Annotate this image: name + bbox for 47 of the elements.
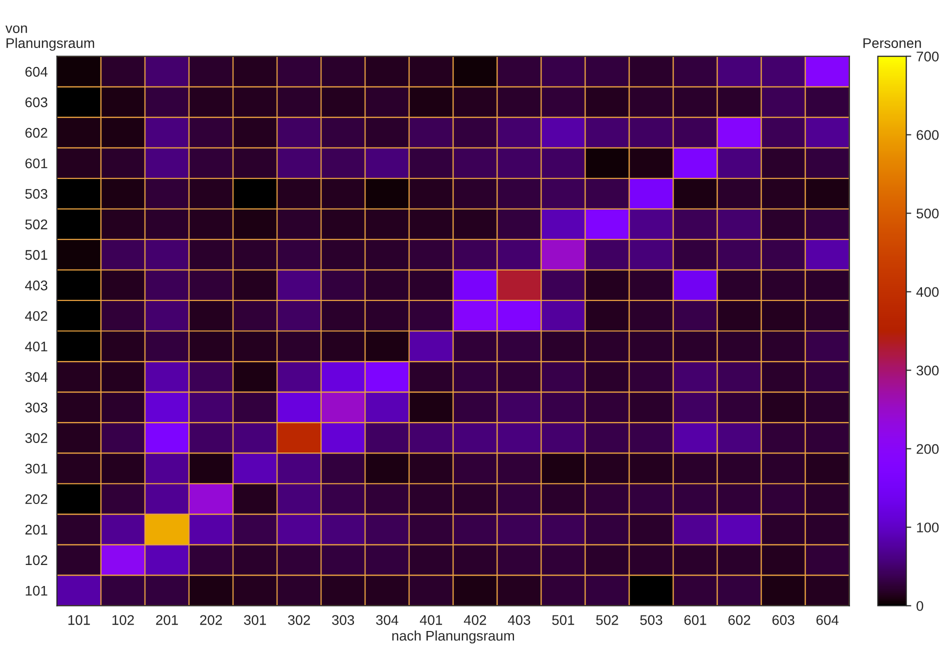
y-tick-label: 302: [25, 433, 48, 444]
color-bar-label: 400: [916, 287, 939, 297]
x-tick-label: 502: [596, 615, 618, 625]
y-axis-title: von Planungsraum: [5, 25, 94, 51]
color-bar-label: 100: [917, 522, 939, 532]
y-tick-label: 501: [25, 250, 48, 260]
y-tick-label: 101: [26, 586, 48, 596]
color-bar-title: Personen: [863, 38, 921, 48]
color-bar-label: 700: [916, 52, 939, 62]
x-tick-label: 301: [244, 615, 266, 625]
x-tick-label: 602: [728, 615, 750, 625]
x-tick-label: 302: [288, 615, 310, 625]
y-tick-label: 502: [25, 219, 48, 230]
x-tick-label: 501: [552, 615, 574, 625]
y-tick-label: 403: [25, 280, 48, 290]
y-tick-label: 202: [25, 494, 48, 504]
y-tick-label: 402: [25, 311, 48, 321]
y-tick-label: 102: [26, 555, 48, 566]
y-tick-label: 601: [25, 158, 48, 168]
color-bar-label: 200: [916, 444, 939, 454]
x-tick-label: 503: [640, 615, 662, 625]
y-tick-label: 602: [25, 128, 48, 138]
x-tick-label: 402: [464, 615, 486, 625]
color-bar-label: 300: [916, 366, 939, 376]
y-tick-label: 304: [25, 372, 48, 382]
x-tick-label: 101: [68, 615, 90, 625]
color-bar-label: 600: [916, 130, 939, 140]
x-tick-label: 601: [684, 615, 706, 625]
y-tick-label: 303: [25, 402, 48, 412]
y-tick-label: 503: [25, 188, 48, 199]
x-tick-label: 202: [200, 615, 222, 625]
x-tick-label: 603: [772, 615, 794, 625]
x-tick-label: 102: [112, 615, 134, 625]
x-tick-label: 201: [156, 615, 178, 625]
y-tick-label: 201: [25, 524, 48, 535]
x-tick-label: 303: [332, 615, 354, 625]
x-tick-label: 304: [376, 615, 398, 625]
color-bar-label: 500: [916, 208, 939, 218]
x-tick-label: 403: [508, 615, 530, 625]
x-tick-label: 401: [420, 615, 442, 625]
x-tick-label: 604: [816, 615, 839, 625]
y-tick-label: 603: [25, 97, 48, 108]
x-axis-title: nach Planungsraum: [392, 630, 514, 644]
y-tick-label: 604: [25, 66, 48, 77]
color-bar-label: 0: [916, 601, 924, 611]
y-tick-label: 401: [25, 342, 48, 352]
y-tick-label: 301: [25, 464, 48, 474]
